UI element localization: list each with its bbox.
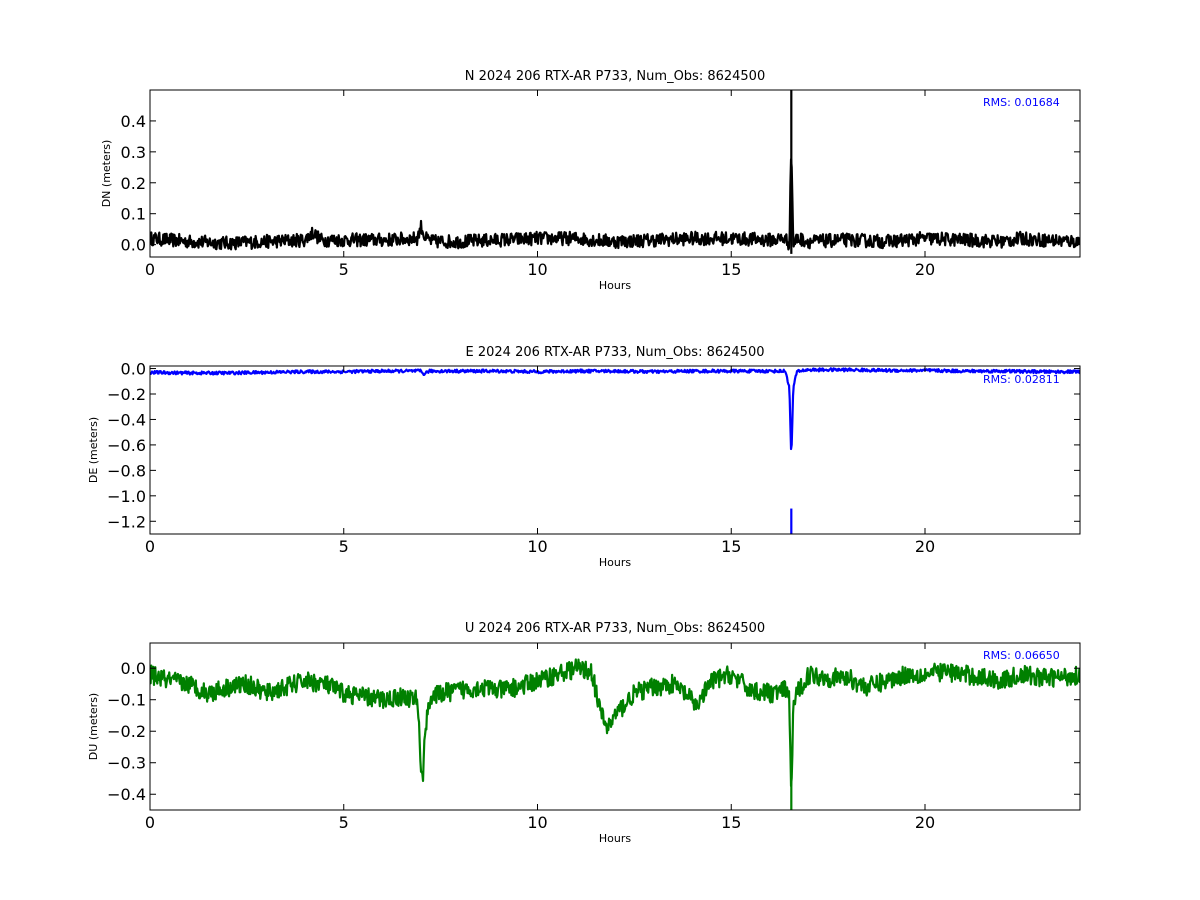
x-tick-label: 10 (527, 260, 547, 279)
y-tick-label: 0.0 (121, 360, 146, 379)
y-tick-label: −0.1 (107, 691, 146, 710)
subplot-north: N 2024 206 RTX-AR P733, Num_Obs: 8624500… (100, 69, 1081, 292)
plot-area (150, 658, 1080, 810)
y-tick-label: −0.2 (107, 722, 146, 741)
rms-label: RMS: 0.02811 (983, 373, 1060, 386)
x-tick-label: 20 (915, 813, 935, 832)
y-axis-label: DN (meters) (100, 140, 113, 208)
x-tick-label: 5 (339, 537, 349, 556)
x-tick-label: 10 (527, 813, 547, 832)
x-axis-label: Hours (599, 832, 631, 845)
y-tick-label: 0.4 (121, 112, 146, 131)
y-tick-label: −1.0 (107, 487, 146, 506)
rms-label: RMS: 0.01684 (983, 96, 1060, 109)
x-tick-label: 0 (145, 260, 155, 279)
rms-label: RMS: 0.06650 (983, 649, 1060, 662)
y-tick-label: 0.2 (121, 174, 146, 193)
x-tick-label: 0 (145, 813, 155, 832)
y-tick-label: 0.1 (121, 205, 146, 224)
x-tick-label: 10 (527, 537, 547, 556)
y-tick-label: −0.6 (107, 436, 146, 455)
x-tick-label: 15 (721, 537, 741, 556)
x-tick-label: 5 (339, 813, 349, 832)
axes-frame (149, 89, 1081, 258)
x-tick-label: 20 (915, 537, 935, 556)
x-tick-label: 15 (721, 260, 741, 279)
y-tick-label: 0.0 (121, 236, 146, 255)
y-tick-label: −0.4 (107, 785, 146, 804)
subplot-title: N 2024 206 RTX-AR P733, Num_Obs: 8624500 (465, 69, 765, 84)
y-tick-label: 0.0 (121, 659, 146, 678)
series-line (150, 158, 1080, 251)
axes-frame (149, 642, 1081, 811)
x-tick-label: 20 (915, 260, 935, 279)
y-axis-label: DU (meters) (87, 693, 100, 760)
y-tick-label: −0.3 (107, 754, 146, 773)
y-tick-label: −0.4 (107, 410, 146, 429)
plot-area (150, 90, 1080, 254)
x-tick-label: 5 (339, 260, 349, 279)
subplot-title: U 2024 206 RTX-AR P733, Num_Obs: 8624500 (465, 621, 765, 636)
x-axis-label: Hours (599, 556, 631, 569)
subplot-up: U 2024 206 RTX-AR P733, Num_Obs: 8624500… (87, 621, 1081, 845)
y-tick-label: 0.3 (121, 143, 146, 162)
subplot-title: E 2024 206 RTX-AR P733, Num_Obs: 8624500 (466, 345, 765, 360)
series-line (150, 658, 1080, 788)
y-tick-label: −1.2 (107, 512, 146, 531)
y-tick-label: −0.2 (107, 385, 146, 404)
x-axis-label: Hours (599, 279, 631, 292)
y-axis-label: DE (meters) (87, 417, 100, 483)
axes-frame (149, 365, 1081, 535)
x-tick-label: 15 (721, 813, 741, 832)
x-tick-label: 0 (145, 537, 155, 556)
subplot-east: E 2024 206 RTX-AR P733, Num_Obs: 8624500… (87, 345, 1081, 569)
y-tick-label: −0.8 (107, 461, 146, 480)
